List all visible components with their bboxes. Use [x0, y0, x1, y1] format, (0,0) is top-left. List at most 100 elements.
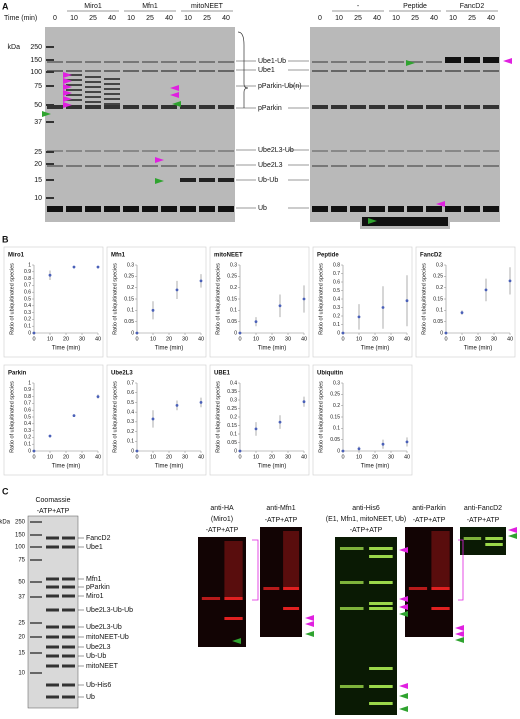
- arrow: [503, 58, 512, 64]
- arrow: [155, 157, 164, 163]
- marker-label: 250: [15, 520, 26, 526]
- band: [123, 105, 139, 109]
- marker-band: [30, 521, 42, 523]
- band: [331, 206, 347, 212]
- band: [104, 206, 120, 212]
- marker-band: [46, 71, 54, 73]
- arrow: [63, 90, 72, 96]
- gel-title: Coomassie: [35, 497, 70, 504]
- group-label: Peptide: [403, 3, 427, 10]
- y-tick-label: 0.1: [24, 324, 31, 330]
- smear: [224, 541, 243, 597]
- point: [151, 417, 155, 421]
- band: [331, 105, 347, 109]
- marker-label: 25: [34, 149, 42, 156]
- x-tick-label: 20: [269, 336, 275, 342]
- band: [123, 165, 139, 167]
- chart-frame: [3, 364, 104, 476]
- band: [388, 165, 404, 167]
- x-tick-label: 30: [388, 454, 394, 460]
- band: [66, 99, 82, 101]
- marker-label: 50: [18, 580, 25, 586]
- band: [85, 101, 101, 103]
- band: [218, 105, 234, 109]
- band: [180, 150, 196, 152]
- x-tick-label: 40: [301, 336, 307, 342]
- band: [161, 61, 177, 63]
- marker-band: [46, 163, 54, 165]
- y-tick-label: 0.05: [227, 319, 237, 325]
- blot: [405, 527, 453, 637]
- band: [463, 537, 482, 540]
- band: [161, 150, 177, 152]
- x-axis-label: Time (min): [464, 346, 492, 352]
- band: [218, 70, 234, 72]
- band-label: Ub-His6: [86, 682, 111, 689]
- lane-label: 10: [184, 15, 192, 22]
- point: [444, 331, 448, 335]
- y-tick-label: 0.05: [124, 319, 134, 325]
- band: [46, 585, 59, 589]
- band: [47, 206, 63, 212]
- arrow: [436, 201, 445, 207]
- band: [445, 70, 461, 72]
- marker-band: [46, 179, 54, 181]
- band: [426, 206, 442, 212]
- arrow: [63, 78, 72, 84]
- group-label: -: [357, 3, 360, 10]
- lane-label: -ATP+ATP: [350, 527, 383, 534]
- band: [369, 607, 393, 610]
- x-tick-label: 40: [404, 336, 410, 342]
- band: [85, 91, 101, 93]
- point: [135, 449, 139, 453]
- x-tick-label: 10: [150, 454, 156, 460]
- y-axis-label: Ratio of ubiquitinated species: [9, 263, 15, 335]
- marker-band: [46, 85, 54, 87]
- kda-label: kDa: [8, 44, 21, 51]
- band: [485, 543, 503, 546]
- point: [199, 279, 203, 283]
- point: [381, 306, 385, 309]
- band: [66, 61, 82, 63]
- point: [278, 420, 282, 424]
- y-tick-label: 0: [337, 448, 340, 454]
- band: [46, 683, 59, 687]
- arrow: [399, 604, 408, 610]
- band: [431, 607, 450, 610]
- band: [350, 165, 366, 167]
- blot-title: anti-Mfn1: [266, 505, 295, 512]
- bracket: [458, 539, 464, 601]
- band: [331, 61, 347, 63]
- lane-label: -ATP+ATP: [467, 517, 500, 524]
- y-tick-label: 0.1: [127, 308, 134, 314]
- lane-label: -ATP+ATP: [206, 527, 239, 534]
- y-tick-label: 0: [234, 448, 237, 454]
- x-tick-label: 0: [32, 336, 35, 342]
- band: [46, 635, 59, 639]
- y-tick-label: 0.15: [227, 296, 237, 302]
- band: [388, 70, 404, 72]
- band: [62, 645, 75, 649]
- lane-label: 25: [411, 15, 419, 22]
- x-tick-label: 10: [253, 454, 259, 460]
- gel: [45, 27, 235, 222]
- marker-label: 10: [18, 671, 25, 677]
- arrow: [42, 111, 51, 117]
- arrow: [305, 631, 314, 637]
- point: [254, 427, 258, 431]
- y-tick-label: 0.25: [433, 274, 443, 280]
- arrow: [63, 102, 72, 108]
- band: [362, 217, 448, 226]
- point: [302, 297, 306, 301]
- point: [32, 331, 36, 335]
- chart-frame: [106, 364, 207, 476]
- band: [369, 105, 385, 109]
- arrow: [63, 96, 72, 102]
- arrow: [399, 611, 408, 617]
- y-tick-label: 0.7: [24, 283, 31, 289]
- y-tick-label: 0.1: [333, 426, 340, 432]
- lane-label: 40: [165, 15, 173, 22]
- band: [407, 70, 423, 72]
- x-tick-label: 20: [63, 336, 69, 342]
- time-label: Time (min): [4, 15, 37, 22]
